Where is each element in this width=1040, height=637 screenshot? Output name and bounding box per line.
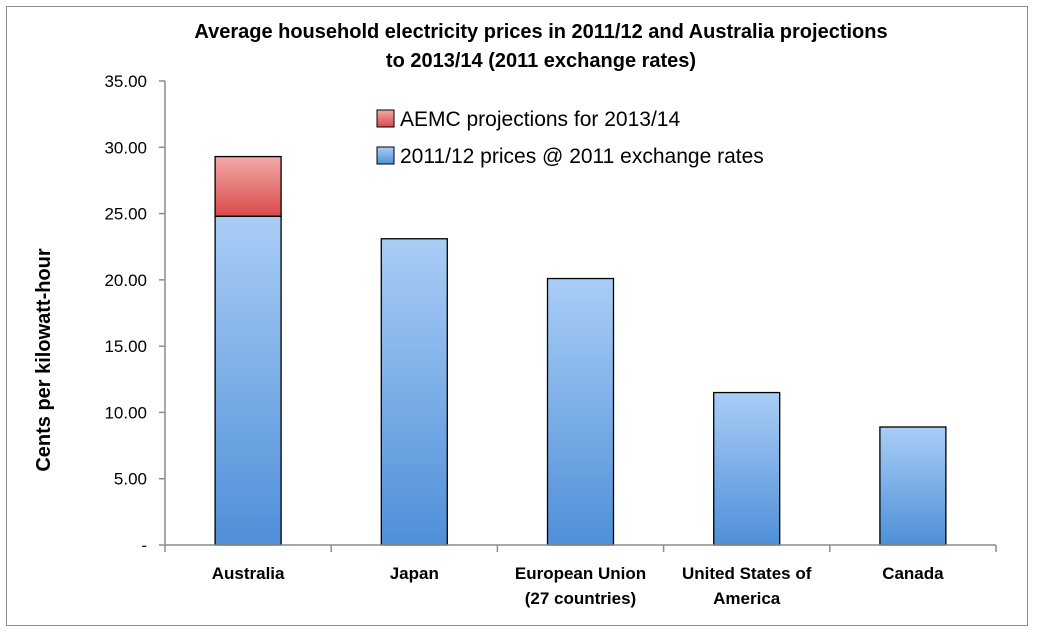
legend-label-prices: 2011/12 prices @ 2011 exchange rates <box>400 145 764 168</box>
y-tick-label: - <box>141 536 147 555</box>
bars <box>214 155 947 546</box>
y-axis-ticks: - 5.00 10.00 15.00 20.00 25.00 30.00 35.00 <box>104 72 165 555</box>
legend: AEMC projections for 2013/14 2011/12 pri… <box>376 108 764 168</box>
y-tick-label: 30.00 <box>104 138 147 157</box>
x-category-label: Canada <box>882 564 944 583</box>
x-category-label: Australia <box>212 564 285 583</box>
x-category-label: European Union <box>515 564 646 583</box>
y-tick-label: 35.00 <box>104 72 147 91</box>
chart-title-line-1: Average household electricity prices in … <box>194 21 887 43</box>
x-axis-labels: Australia Japan European Union (27 countrie… <box>212 564 944 608</box>
legend-label-projections: AEMC projections for 2013/14 <box>400 108 680 131</box>
y-tick-label: 20.00 <box>104 271 147 290</box>
chart-title-line-2: to 2013/14 (2011 exchange rates) <box>386 50 696 72</box>
y-tick-label: 25.00 <box>104 205 147 224</box>
bar-prices-1 <box>380 238 448 546</box>
y-tick-label: 10.00 <box>104 403 147 422</box>
y-tick-label: 5.00 <box>114 470 147 489</box>
x-axis-ticks <box>164 545 997 552</box>
x-category-label: Japan <box>390 564 439 583</box>
y-tick-label: 15.00 <box>104 337 147 356</box>
legend-swatch-projections <box>376 109 395 128</box>
bar-prices-2 <box>546 277 615 546</box>
bar-prices-0 <box>214 215 282 546</box>
chart-frame: Average household electricity prices in … <box>6 6 1028 626</box>
bar-projection-0 <box>214 155 282 217</box>
bar-prices-3 <box>713 391 781 546</box>
y-axis-title: Cents per kilowatt-hour <box>33 248 55 472</box>
bar-chart: Average household electricity prices in … <box>33 21 997 608</box>
x-category-label: (27 countries) <box>525 589 636 608</box>
bar-prices-4 <box>879 426 947 546</box>
x-category-label: United States of <box>682 564 812 583</box>
x-category-label: America <box>713 589 781 608</box>
legend-swatch-prices <box>376 146 395 165</box>
